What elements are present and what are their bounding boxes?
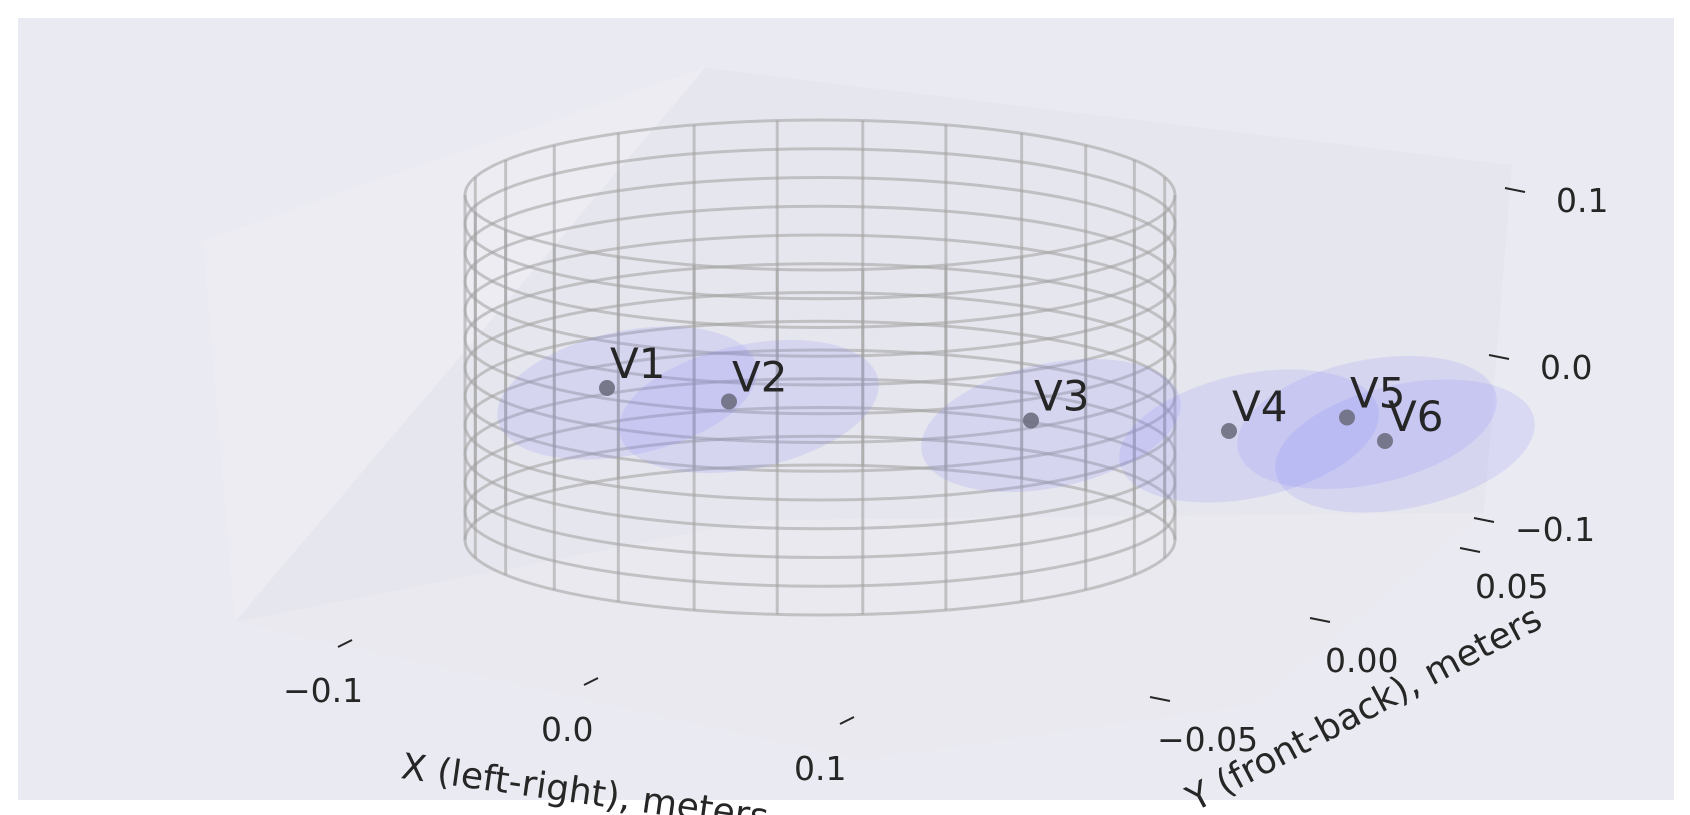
- cylinder-wireframe: [463, 118, 1177, 617]
- z-tick-mark: [1473, 517, 1495, 523]
- y-tick-label: −0.05: [1157, 720, 1258, 759]
- data-point: [1339, 409, 1355, 426]
- point-label: V4: [1232, 382, 1287, 431]
- y-tick-mark: [1149, 696, 1171, 702]
- ellipsoid-v3: [921, 358, 1181, 493]
- floor-pane: [235, 513, 1484, 760]
- z-tick-label: 0.1: [1556, 181, 1608, 220]
- x-tick-mark: [839, 716, 855, 725]
- point-label: V5: [1350, 369, 1405, 418]
- x-tick-label: 0.1: [794, 749, 846, 788]
- ellipsoids-layer: [497, 326, 1535, 513]
- point-label: V2: [732, 353, 787, 402]
- x-tick-label: 0.0: [541, 710, 593, 749]
- z-axis: 0.1 0.0 −0.1: [1473, 181, 1608, 549]
- ellipsoid-v2: [619, 339, 879, 474]
- data-point: [1023, 412, 1039, 429]
- ellipsoid-v1: [497, 326, 757, 460]
- data-point: [721, 393, 737, 410]
- point-label: V6: [1388, 392, 1443, 441]
- y-tick-label: 0.00: [1325, 641, 1398, 680]
- y-tick-mark: [1459, 547, 1481, 553]
- ellipsoid-v4: [1119, 369, 1379, 503]
- point-label: V1: [610, 339, 665, 388]
- z-tick-label: 0.0: [1540, 348, 1592, 387]
- ellipsoid-v6: [1275, 379, 1535, 513]
- data-point: [599, 380, 615, 396]
- z-tick-mark: [1488, 354, 1510, 360]
- z-tick-mark: [1504, 187, 1526, 193]
- z-tick-label: −0.1: [1515, 510, 1595, 549]
- ellipsoid-v5: [1237, 355, 1497, 490]
- data-point: [1221, 423, 1237, 439]
- y-tick-label: 0.05: [1475, 567, 1548, 606]
- x-tick-mark: [337, 639, 353, 648]
- x-tick-mark: [583, 677, 599, 686]
- y-tick-mark: [1309, 617, 1331, 623]
- data-point: [1377, 433, 1393, 449]
- left-pane: [203, 68, 705, 622]
- x-tick-label: −0.1: [283, 671, 363, 710]
- point-label: V3: [1034, 372, 1089, 421]
